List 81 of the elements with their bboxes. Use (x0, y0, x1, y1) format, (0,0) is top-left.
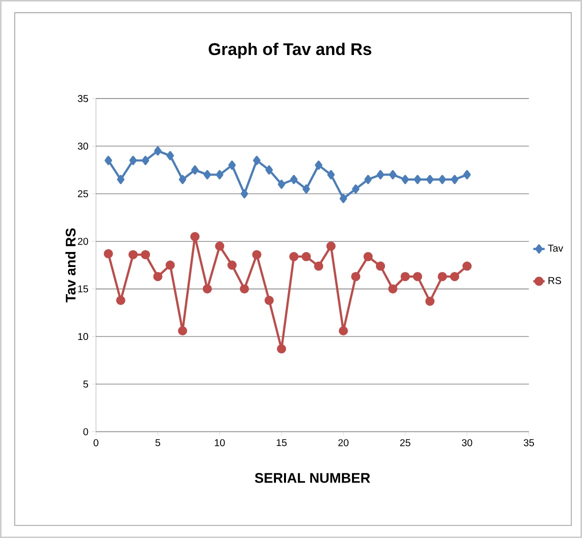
point (166, 260, 175, 270)
y-tick-label: 35 (78, 95, 88, 102)
point (351, 272, 360, 282)
x-tick-label: 30 (462, 439, 472, 446)
x-tick-label: 20 (338, 439, 348, 446)
x-tick-label: 15 (276, 439, 287, 446)
point (276, 344, 286, 354)
point (253, 156, 260, 165)
point (450, 272, 460, 282)
point (240, 284, 249, 294)
point (438, 174, 446, 184)
legend-label: RS (548, 277, 562, 284)
point (252, 250, 262, 260)
point (178, 326, 188, 336)
y-tick-label: 10 (78, 332, 88, 340)
point (178, 174, 186, 184)
y-tick-label: 15 (78, 285, 88, 292)
point (376, 170, 384, 180)
x-axis-title: SERIAL NUMBER (254, 472, 370, 483)
point (264, 296, 274, 305)
legend-label: Tav (548, 244, 564, 252)
point (363, 252, 373, 262)
point (388, 284, 398, 294)
point (290, 174, 298, 184)
x-tick-label: 25 (400, 439, 410, 446)
point (450, 174, 458, 184)
point (128, 250, 138, 260)
point (278, 180, 286, 189)
point (338, 326, 348, 336)
point (462, 261, 472, 271)
point (191, 165, 199, 174)
point (129, 156, 137, 165)
x-tick-label: 0 (94, 439, 98, 446)
point (302, 252, 311, 262)
y-tick-label: 20 (78, 238, 88, 245)
point (314, 160, 322, 170)
point (412, 272, 422, 282)
point (216, 170, 224, 180)
y-tick-label: 5 (83, 380, 88, 388)
point (289, 252, 298, 262)
point (314, 261, 324, 271)
point (140, 250, 150, 260)
point (190, 232, 200, 242)
point (438, 272, 447, 282)
x-tick-label: 10 (214, 439, 225, 446)
x-tick-label: 5 (155, 439, 160, 446)
point (117, 174, 124, 184)
point (265, 165, 273, 174)
y-tick-label: 30 (78, 142, 88, 150)
point (204, 170, 212, 180)
point (463, 170, 471, 180)
point (166, 151, 174, 160)
point (240, 189, 248, 198)
point (228, 160, 236, 170)
y-tick-label: 0 (83, 428, 88, 436)
point (364, 174, 372, 184)
point (142, 156, 150, 165)
point (215, 241, 224, 251)
point (352, 184, 360, 194)
point (302, 184, 310, 194)
point (154, 146, 162, 156)
point (400, 272, 410, 282)
point (104, 249, 113, 258)
y-tick-label: 25 (78, 190, 88, 198)
point (389, 170, 397, 180)
point (376, 261, 386, 271)
point (326, 241, 336, 251)
point (116, 296, 126, 305)
point (202, 284, 212, 294)
point (153, 272, 162, 282)
point (340, 194, 348, 204)
y-axis-title: Tav and RS (65, 228, 76, 302)
point (327, 170, 335, 180)
x-tick-label: 35 (524, 439, 534, 446)
point (426, 174, 434, 184)
point (414, 174, 422, 184)
point (104, 156, 112, 165)
chart-title: Graph of Tav and Rs (208, 42, 372, 58)
point (227, 260, 237, 270)
point (401, 174, 409, 184)
point (425, 296, 435, 306)
